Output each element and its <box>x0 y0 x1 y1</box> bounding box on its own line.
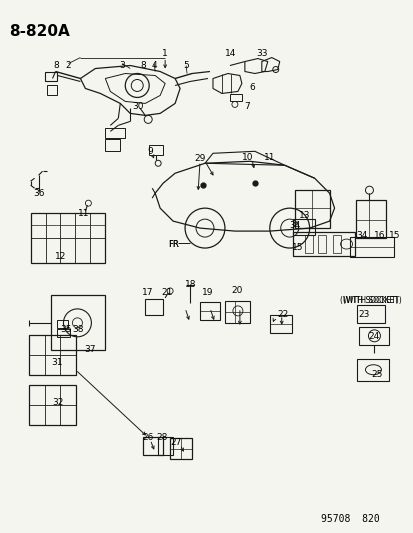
Bar <box>292 232 354 256</box>
Bar <box>105 128 125 139</box>
Bar <box>145 299 163 315</box>
Bar <box>358 327 389 345</box>
Text: 7: 7 <box>243 102 249 111</box>
Text: (WITH SOCKET): (WITH SOCKET) <box>342 296 401 305</box>
Bar <box>317 235 325 253</box>
Text: 5: 5 <box>183 61 188 70</box>
Bar <box>31 213 105 263</box>
Text: 12: 12 <box>55 252 66 261</box>
Text: 23: 23 <box>358 310 369 319</box>
Text: 3: 3 <box>119 61 125 70</box>
Bar <box>292 219 314 235</box>
Text: 22: 22 <box>276 310 288 319</box>
Bar <box>50 295 105 350</box>
Text: 30: 30 <box>132 102 144 111</box>
Bar <box>28 335 76 375</box>
Text: 36: 36 <box>33 189 44 198</box>
Bar <box>229 94 241 101</box>
Text: 19: 19 <box>202 288 213 297</box>
Text: 27: 27 <box>170 438 181 447</box>
Text: 26: 26 <box>142 433 154 442</box>
Text: FR: FR <box>167 239 178 248</box>
Text: 33: 33 <box>256 49 267 58</box>
Text: 15: 15 <box>388 231 399 239</box>
Bar <box>56 329 70 337</box>
Bar <box>224 301 249 323</box>
Text: 17: 17 <box>142 288 154 297</box>
Text: 16: 16 <box>373 231 384 239</box>
Bar <box>143 437 163 455</box>
Text: 29: 29 <box>194 154 205 163</box>
Text: 8: 8 <box>140 61 146 70</box>
Bar <box>45 71 56 82</box>
Text: 37: 37 <box>84 345 96 354</box>
Bar <box>304 235 312 253</box>
Bar <box>46 85 56 95</box>
Bar <box>357 359 389 381</box>
Text: 8-820A: 8-820A <box>9 23 69 38</box>
Text: 11: 11 <box>263 153 275 162</box>
Bar <box>28 385 76 425</box>
Text: 8: 8 <box>54 61 59 70</box>
Text: 38: 38 <box>73 325 84 334</box>
Text: 6: 6 <box>248 83 254 92</box>
Text: 34: 34 <box>355 231 366 239</box>
Text: 14: 14 <box>225 49 236 58</box>
Bar <box>294 190 329 228</box>
Text: 35: 35 <box>61 325 72 334</box>
Text: 10: 10 <box>242 153 253 162</box>
Bar <box>357 305 385 323</box>
Bar <box>149 146 163 155</box>
Text: 20: 20 <box>230 286 242 295</box>
Text: (WITH SOCKET): (WITH SOCKET) <box>339 296 398 305</box>
Text: 95708  820: 95708 820 <box>320 514 378 524</box>
Bar <box>170 438 192 459</box>
Text: 21: 21 <box>161 288 172 297</box>
Text: 15: 15 <box>291 243 303 252</box>
Text: 28: 28 <box>156 433 167 442</box>
Bar <box>105 139 120 151</box>
Bar <box>199 302 219 320</box>
Bar <box>332 235 340 253</box>
Text: 11: 11 <box>78 208 89 217</box>
Text: 9: 9 <box>147 147 153 156</box>
Text: 1: 1 <box>162 49 168 58</box>
Bar <box>56 320 68 328</box>
Text: 4: 4 <box>151 61 157 70</box>
Text: 24: 24 <box>368 332 379 341</box>
Text: 32: 32 <box>52 398 63 407</box>
Bar <box>158 437 173 455</box>
Text: 34: 34 <box>288 221 300 230</box>
Text: 31: 31 <box>52 358 63 367</box>
Text: 13: 13 <box>298 211 310 220</box>
Bar <box>349 237 394 257</box>
Text: 25: 25 <box>371 370 382 379</box>
Text: 2: 2 <box>66 61 71 70</box>
Text: FR: FR <box>167 239 178 248</box>
Bar <box>269 315 291 333</box>
Bar <box>356 200 385 238</box>
Text: 18: 18 <box>185 280 196 289</box>
